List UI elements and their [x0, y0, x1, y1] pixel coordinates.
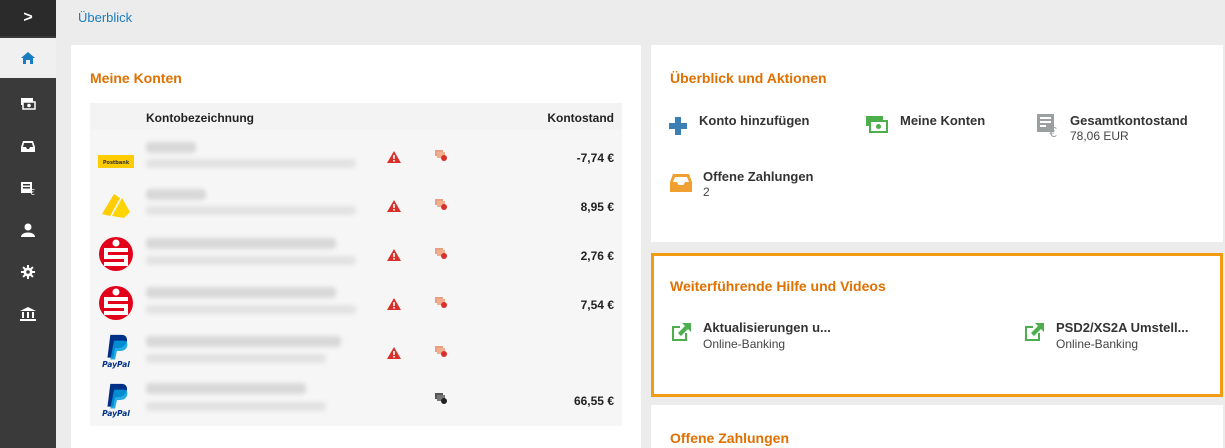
external-link-icon — [672, 323, 691, 341]
table-row[interactable]: PayPal 66,55 € — [90, 378, 622, 427]
svg-text:€: € — [1049, 126, 1057, 137]
table-row[interactable]: 8,95 € — [90, 182, 622, 231]
account-name-redacted — [146, 336, 341, 347]
warning-icon[interactable] — [387, 298, 401, 310]
help-link-psd2-title: PSD2/XS2A Umstell... — [1056, 320, 1189, 335]
balance-icon: € — [21, 182, 35, 195]
actions-panel-title: Überblick und Aktionen — [670, 70, 827, 86]
sync-icon[interactable] — [435, 392, 447, 404]
money-stack-icon — [21, 98, 36, 110]
sync-error-icon[interactable] — [435, 296, 447, 308]
warning-icon[interactable] — [387, 347, 401, 359]
sidebar-item-accounts[interactable] — [0, 84, 56, 124]
open-payments-panel — [651, 405, 1223, 448]
plus-icon — [669, 117, 687, 135]
help-link-psd2-sub: Online-Banking — [1056, 337, 1139, 351]
help-panel-title: Weiterführende Hilfe und Videos — [670, 278, 886, 294]
accounts-table-header: Kontobezeichnung Kontostand — [90, 103, 622, 130]
help-videos-panel — [651, 253, 1223, 397]
accounts-panel-title: Meine Konten — [90, 70, 182, 86]
sidebar-item-bank[interactable] — [0, 294, 56, 334]
table-row[interactable]: PayPal — [90, 329, 622, 378]
add-account-label: Konto hinzufügen — [699, 113, 810, 128]
help-link-updates[interactable]: Aktualisierungen u... Online-Banking — [670, 318, 870, 354]
account-iban-redacted — [146, 402, 326, 411]
sidebar-item-inbox[interactable] — [0, 126, 56, 166]
table-row[interactable]: 2,76 € — [90, 231, 622, 280]
sparkasse-logo — [99, 286, 133, 320]
table-row[interactable]: Postbank -7,74 € — [90, 133, 622, 182]
bank-icon — [20, 307, 36, 321]
sidebar-item-balance[interactable]: € — [0, 168, 56, 208]
account-name-redacted — [146, 189, 206, 200]
account-iban-redacted — [146, 354, 326, 363]
add-account-button[interactable]: Konto hinzufügen — [668, 110, 848, 140]
account-balance: 7,54 € — [580, 298, 614, 312]
account-name-redacted — [146, 238, 336, 249]
column-header-balance[interactable]: Kontostand — [547, 111, 614, 125]
sync-error-icon[interactable] — [435, 345, 447, 357]
account-balance: 2,76 € — [580, 249, 614, 263]
external-link-icon — [1025, 323, 1044, 341]
postbank-logo: Postbank — [98, 155, 134, 168]
total-balance-label: Gesamtkontostand — [1070, 113, 1188, 128]
warning-icon[interactable] — [387, 151, 401, 163]
account-iban-redacted — [146, 305, 356, 314]
commerzbank-logo — [102, 194, 130, 218]
paypal-logo: PayPal — [102, 383, 130, 418]
open-payments-button[interactable]: Offene Zahlungen 2 — [668, 166, 848, 202]
sync-error-icon[interactable] — [435, 198, 447, 210]
inbox-icon — [21, 141, 35, 152]
user-icon — [21, 223, 35, 237]
column-header-name[interactable]: Kontobezeichnung — [146, 111, 254, 125]
topbar: Überblick — [56, 0, 1225, 36]
sidebar-item-home[interactable] — [0, 38, 56, 78]
help-link-updates-sub: Online-Banking — [703, 337, 786, 351]
paypal-logo-text: PayPal — [102, 360, 130, 369]
account-name-redacted — [146, 287, 336, 298]
sync-error-icon[interactable] — [435, 247, 447, 259]
open-payments-count: 2 — [703, 185, 710, 199]
home-icon — [21, 52, 35, 64]
sync-error-icon[interactable] — [435, 149, 447, 161]
open-payments-panel-title: Offene Zahlungen — [670, 430, 789, 446]
account-name-redacted — [146, 383, 306, 394]
account-iban-redacted — [146, 206, 356, 215]
warning-icon[interactable] — [387, 249, 401, 261]
open-payments-label: Offene Zahlungen — [703, 169, 814, 184]
paypal-logo-text: PayPal — [102, 409, 130, 418]
my-accounts-label: Meine Konten — [900, 113, 986, 128]
chevron-right-icon: > — [23, 9, 33, 26]
account-name-redacted — [146, 142, 196, 153]
svg-text:€: € — [30, 188, 35, 195]
balance-icon: € — [1037, 114, 1057, 137]
sidebar-toggle-button[interactable]: > — [0, 0, 56, 36]
help-link-psd2[interactable]: PSD2/XS2A Umstell... Online-Banking — [1023, 318, 1213, 354]
gear-icon — [21, 265, 35, 279]
total-balance-button[interactable]: € Gesamtkontostand 78,06 EUR — [1036, 110, 1216, 146]
money-stack-icon — [866, 116, 888, 133]
paypal-logo: PayPal — [102, 334, 130, 369]
sidebar: > € — [0, 0, 56, 448]
help-link-updates-title: Aktualisierungen u... — [703, 320, 831, 335]
inbox-icon — [670, 174, 692, 192]
account-iban-redacted — [146, 159, 356, 168]
sidebar-item-user[interactable] — [0, 210, 56, 250]
accounts-table-body: Postbank -7,74 € 8,95 € — [90, 130, 622, 426]
actions-panel — [651, 45, 1223, 242]
account-iban-redacted — [146, 256, 356, 265]
total-balance-value: 78,06 EUR — [1070, 129, 1129, 143]
account-balance: -7,74 € — [576, 151, 614, 165]
table-row[interactable]: 7,54 € — [90, 280, 622, 329]
sidebar-item-settings[interactable] — [0, 252, 56, 292]
breadcrumb[interactable]: Überblick — [78, 10, 133, 25]
my-accounts-button[interactable]: Meine Konten — [865, 110, 1015, 140]
warning-icon[interactable] — [387, 200, 401, 212]
account-balance: 66,55 € — [573, 394, 614, 408]
postbank-logo-text: Postbank — [103, 160, 130, 166]
sparkasse-logo — [99, 237, 133, 271]
account-balance: 8,95 € — [580, 200, 614, 214]
